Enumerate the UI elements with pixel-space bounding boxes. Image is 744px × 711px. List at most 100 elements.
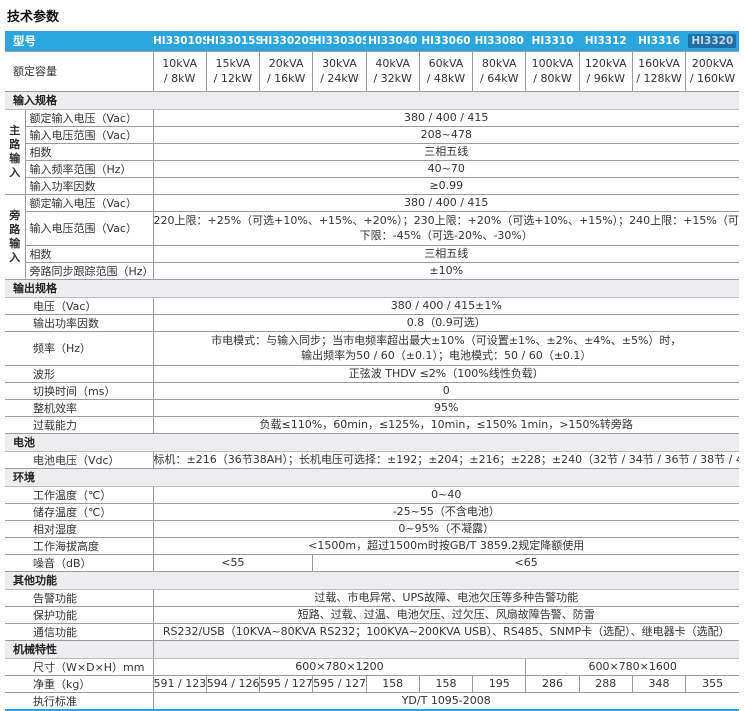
model-header-label: 型号 [5, 31, 153, 52]
spec-label: 通信功能 [5, 623, 153, 641]
weight-cell: 594 / 126 [205, 675, 260, 693]
spec-value: 220上限：+25%（可选+10%、+15%、+20%）；230上限：+20%（… [152, 211, 739, 246]
spec-value: 正弦波 THDV ≤2%（100%线性负载） [152, 365, 739, 383]
section-row-other: 其他功能 [5, 571, 739, 590]
spec-value: 短路、过载、过温、电池欠压、过欠压、风扇故障告警、防雷 [152, 606, 739, 624]
capacity-cell: 200kVA/ 160kW [685, 51, 739, 92]
spec-value: ≥0.99 [152, 177, 739, 195]
model-header-cell: HI3312 [579, 31, 633, 52]
weight-cell: 158 [365, 675, 420, 693]
spec-label: 额定输入电压（Vac） [24, 194, 153, 212]
section-row-environment: 环境 [5, 468, 739, 487]
spec-value: 三相五线 [152, 143, 739, 161]
weight-cell: 355 [685, 675, 739, 693]
spec-label: 尺寸（W×D×H）mm [5, 658, 153, 676]
capacity-cell: 15kVA/ 12kW [205, 51, 260, 92]
model-header-cell: HI33030S/H [312, 31, 367, 52]
noise-row: 噪音（dB） <55 <65 [5, 554, 739, 572]
model-header-highlight: HI3320 [688, 33, 737, 48]
spec-value: 380 / 400 / 415 [152, 194, 739, 212]
weight-cell: 195 [472, 675, 526, 693]
section-header: 其他功能 [5, 571, 739, 590]
spec-value: 40~70 [152, 160, 739, 178]
spec-table: 型号 HI33010S/H HI33015S/H HI33020S/H HI33… [5, 31, 739, 709]
capacity-cell: 20kVA/ 16kW [259, 51, 313, 92]
spec-label: 电池电压（Vdc） [5, 451, 153, 469]
section-header: 环境 [5, 468, 739, 487]
spec-label: 保护功能 [5, 606, 153, 624]
dimensions-value-left: 600×780×1200 [152, 658, 526, 676]
spec-label: 电压（Vac） [5, 297, 153, 315]
spec-label: 切换时间（ms） [5, 382, 153, 400]
weight-cell: 158 [418, 675, 473, 693]
model-header-cell: HI3316 [632, 31, 686, 52]
capacity-cell: 10kVA/ 8kW [152, 51, 207, 92]
page-title: 技术参数 [7, 10, 60, 25]
spec-value: 0~95%（不凝露） [152, 520, 739, 538]
model-header-cell: HI33080 [472, 31, 526, 52]
model-header-cell: HI33040 [366, 31, 420, 52]
spec-value: ±10% [152, 262, 739, 280]
capacity-cell: 160kVA/ 128kW [631, 51, 686, 92]
noise-value-large: <65 [312, 554, 739, 572]
standard-row: 执行标准 YD/T 1095-2008 [5, 692, 739, 709]
spec-label: 输入电压范围（Vac） [24, 211, 153, 246]
capacity-cell: 100kVA/ 80kW [525, 51, 580, 92]
capacity-row: 额定容量 10kVA/ 8kW 15kVA/ 12kW 20kVA/ 16kW … [5, 51, 739, 92]
model-header-cell: HI33015S/H [206, 31, 260, 52]
model-header-row: 型号 HI33010S/H HI33015S/H HI33020S/H HI33… [5, 31, 739, 52]
spec-label: 额定输入电压（Vac） [24, 109, 153, 127]
spec-label: 相对湿度 [5, 520, 153, 538]
spec-label: 额定容量 [5, 51, 153, 92]
weight-cell: 595 / 127 [259, 675, 313, 693]
capacity-cell: 40kVA/ 32kW [365, 51, 420, 92]
spec-label: 工作温度（℃） [5, 486, 153, 504]
spec-label: 噪音（dB） [5, 554, 153, 572]
spec-label: 工作海拔高度 [5, 537, 153, 555]
spec-label: 告警功能 [5, 589, 153, 607]
section-header: 机械特性 [5, 640, 153, 659]
spec-label: 过载能力 [5, 416, 153, 434]
noise-value-small: <55 [152, 554, 313, 572]
capacity-cell: 120kVA/ 96kW [578, 51, 633, 92]
spec-label: 波形 [5, 365, 153, 383]
spec-label: 储存温度（℃） [5, 503, 153, 521]
spec-label: 相数 [24, 245, 153, 263]
capacity-cell: 80kVA/ 64kW [472, 51, 526, 92]
dimensions-row: 尺寸（W×D×H）mm 600×780×1200 600×780×1600 [5, 658, 739, 676]
section-row-battery: 电池 [5, 433, 739, 452]
spec-label: 净重（kg） [5, 675, 153, 693]
model-header-cell: HI33010S/H [153, 31, 207, 52]
section-header: 输出规格 [5, 279, 739, 298]
spec-value: 过载、市电异常、UPS故障、电池欠压等多种告警功能 [152, 589, 739, 607]
group-label-main-input: 主路输入 [5, 109, 25, 195]
weight-row: 净重（kg） 591 / 123 594 / 126 595 / 127 595… [5, 675, 739, 693]
weight-cell: 591 / 123 [152, 675, 207, 693]
capacity-cell: 60kVA/ 48kW [418, 51, 473, 92]
spec-label: 旁路同步跟踪范围（Hz） [24, 262, 153, 280]
spec-value: RS232/USB（10KVA~80KVA RS232；100KVA~200KV… [152, 623, 739, 641]
section-row-input: 输入规格 [5, 91, 739, 110]
capacity-cell: 30kVA/ 24kW [312, 51, 367, 92]
section-header: 输入规格 [5, 91, 739, 110]
model-header-cell: HI33020S/H [259, 31, 313, 52]
weight-cell: 288 [578, 675, 633, 693]
spec-value: 0.8（0.9可选） [152, 314, 739, 332]
dimensions-value-right: 600×780×1600 [525, 658, 739, 676]
spec-label: 频率（Hz） [5, 331, 153, 366]
spec-value: 标机：±216（36节38AH）；长机电压可选择：±192；±204；±216；… [152, 451, 739, 469]
model-header-cell-highlighted: HI3320 [685, 31, 739, 52]
spec-label: 输入功率因数 [24, 177, 153, 195]
spec-value: 380 / 400 / 415 [152, 109, 739, 127]
spec-label: 执行标准 [33, 694, 77, 708]
spec-label: 输入电压范围（Vac） [24, 126, 153, 144]
spec-value: 三相五线 [152, 245, 739, 263]
spec-value: 负载≤110%，60min，≤125%，10min，≤150% 1min，>15… [152, 416, 739, 434]
spec-value: 380 / 400 / 415±1% [152, 297, 739, 315]
section-row-mechanical: 机械特性 [5, 640, 739, 659]
spec-label: 整机效率 [5, 399, 153, 417]
spec-value: YD/T 1095-2008 [152, 692, 739, 709]
model-header-cell: HI33060 [419, 31, 473, 52]
weight-cell: 595 / 127 [312, 675, 367, 693]
